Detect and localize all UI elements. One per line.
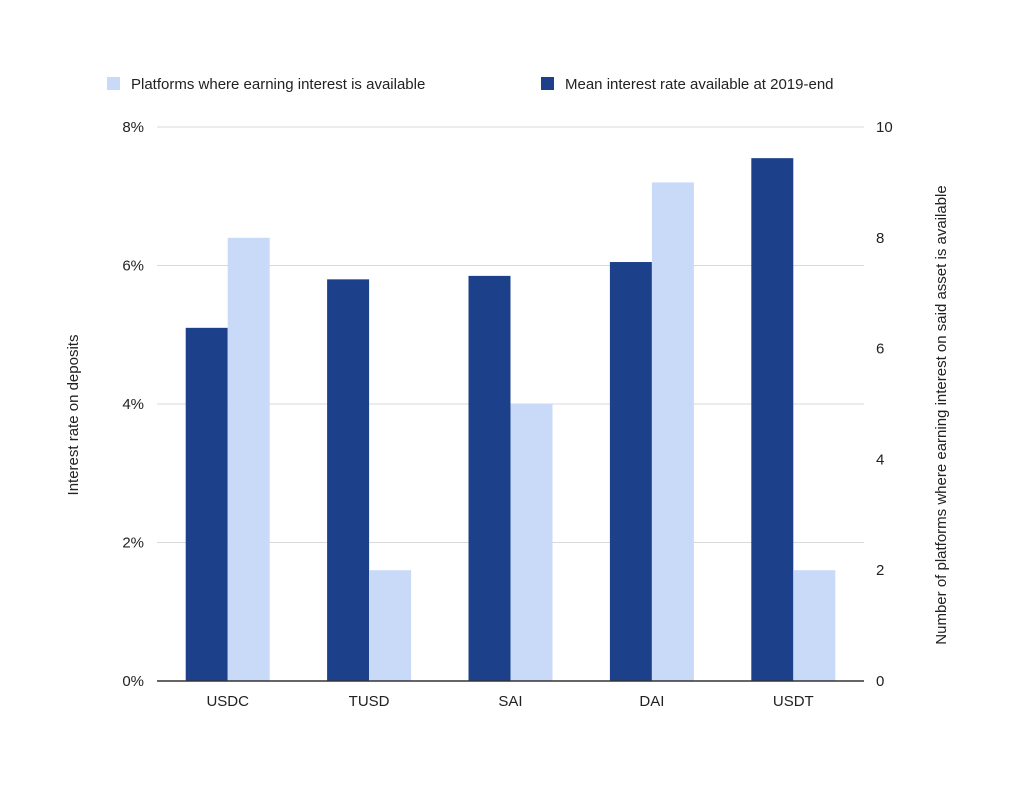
category-label-dai: DAI (639, 693, 664, 710)
bar-platforms-tusd (369, 570, 412, 681)
bars (185, 158, 836, 682)
bar-mean-interest-rate-usdc (185, 327, 228, 681)
left-axis-title: Interest rate on deposits (65, 335, 82, 496)
right-tick-label-3: 6 (876, 341, 884, 358)
left-tick-label-4: 8% (122, 119, 144, 136)
right-axis-ticks: 0 2 4 6 8 10 (876, 119, 893, 690)
right-tick-label-5: 10 (876, 119, 893, 136)
bar-platforms-sai (510, 404, 553, 681)
right-tick-label-2: 4 (876, 451, 884, 468)
legend-label-mean-interest-rate: Mean interest rate available at 2019-end (565, 76, 834, 93)
category-label-sai: SAI (498, 693, 522, 710)
category-label-tusd: TUSD (349, 693, 390, 710)
legend: Platforms where earning interest is avai… (107, 76, 834, 93)
category-label-usdt: USDT (773, 693, 814, 710)
left-tick-label-3: 6% (122, 258, 144, 275)
bar-mean-interest-rate-dai (609, 262, 652, 681)
right-axis-title: Number of platforms where earning intere… (933, 185, 950, 644)
bar-mean-interest-rate-tusd (327, 279, 370, 681)
bar-platforms-dai (651, 182, 694, 681)
left-tick-label-1: 2% (122, 535, 144, 552)
bar-mean-interest-rate-usdt (751, 158, 794, 682)
legend-swatch-mean-interest-rate (541, 77, 554, 90)
right-tick-label-4: 8 (876, 230, 884, 247)
right-tick-label-0: 0 (876, 673, 884, 690)
bar-platforms-usdt (793, 570, 836, 681)
legend-label-platforms: Platforms where earning interest is avai… (131, 76, 425, 93)
legend-swatch-platforms (107, 77, 120, 90)
bar-platforms-usdc (227, 237, 270, 682)
left-axis-ticks: 0% 2% 4% 6% 8% (122, 119, 144, 690)
bar-mean-interest-rate-sai (468, 275, 511, 681)
right-tick-label-1: 2 (876, 562, 884, 579)
category-label-usdc: USDC (206, 693, 249, 710)
left-tick-label-0: 0% (122, 673, 144, 690)
x-axis-ticks: USDC TUSD SAI DAI USDT (206, 693, 813, 710)
left-tick-label-2: 4% (122, 396, 144, 413)
